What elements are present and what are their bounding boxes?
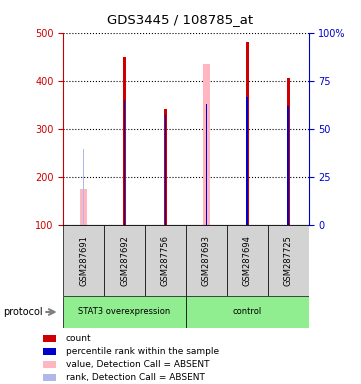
Bar [63,225,104,296]
Bar [203,64,210,225]
Text: GSM287691: GSM287691 [79,235,88,286]
Text: percentile rank within the sample: percentile rank within the sample [66,347,219,356]
Text: GSM287693: GSM287693 [202,235,211,286]
Text: GDS3445 / 108785_at: GDS3445 / 108785_at [108,13,253,26]
Bar [165,115,166,225]
Text: GSM287692: GSM287692 [120,235,129,286]
Text: count: count [66,334,91,343]
Bar [123,57,126,225]
Bar [43,361,56,368]
Text: rank, Detection Call = ABSENT: rank, Detection Call = ABSENT [66,373,204,382]
Bar [287,106,289,225]
Bar [287,78,290,225]
Bar [247,98,248,225]
Text: GSM287725: GSM287725 [284,235,293,286]
Bar [104,225,145,296]
Bar [205,104,207,225]
Bar [227,225,268,296]
Bar [268,225,309,296]
Bar [63,296,186,328]
Bar [186,225,227,296]
Bar [80,189,87,225]
Text: protocol: protocol [4,307,43,317]
Text: STAT3 overexpression: STAT3 overexpression [78,308,171,316]
Bar [83,149,84,225]
Text: GSM287694: GSM287694 [243,235,252,286]
Text: GSM287756: GSM287756 [161,235,170,286]
Bar [164,109,167,225]
Bar [124,100,125,225]
Bar [43,374,56,381]
Text: control: control [232,308,262,316]
Bar [186,296,309,328]
Bar [43,335,56,342]
Text: value, Detection Call = ABSENT: value, Detection Call = ABSENT [66,360,209,369]
Bar [145,225,186,296]
Bar [246,42,249,225]
Bar [43,348,56,355]
